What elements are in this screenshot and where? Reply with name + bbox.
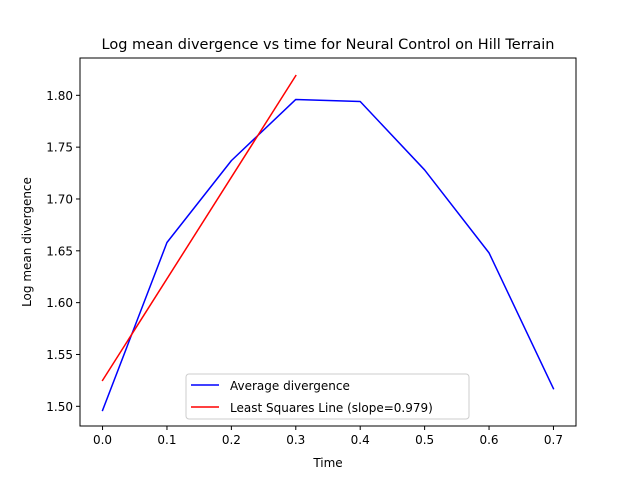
legend-label-least-squares-line: Least Squares Line (slope=0.979) [230,401,433,415]
y-tick-label: 1.60 [46,296,73,310]
legend: Average divergence Least Squares Line (s… [185,373,470,420]
series-line-least-squares [101,74,297,382]
y-tick-label: 1.80 [46,89,73,103]
x-tick-label: 0.7 [544,433,563,447]
chart-title: Log mean divergence vs time for Neural C… [102,37,555,53]
series-layer [101,74,555,412]
x-axis-label: Time [312,456,342,470]
series-line-average-divergence [101,98,555,412]
x-tick-label: 0.5 [415,433,434,447]
x-axis-ticks: 0.0 0.1 0.2 0.3 0.4 0.5 0.6 0.7 [93,426,563,447]
x-tick-label: 0.3 [286,433,305,447]
x-tick-label: 0.6 [479,433,498,447]
y-tick-label: 1.70 [46,192,73,206]
axes-frame [79,57,577,427]
y-axis-ticks: 1.50 1.55 1.60 1.65 1.70 1.75 1.80 [46,89,80,414]
y-tick-label: 1.55 [46,348,73,362]
legend-label-average-divergence: Average divergence [230,379,350,393]
y-axis-label: Log mean divergence [20,177,34,307]
x-tick-label: 0.0 [93,433,112,447]
x-tick-label: 0.1 [157,433,176,447]
x-tick-label: 0.4 [351,433,370,447]
y-tick-label: 1.50 [46,400,73,414]
y-tick-label: 1.75 [46,141,73,155]
legend-box [185,373,470,420]
y-tick-label: 1.65 [46,244,73,258]
x-tick-label: 0.2 [222,433,241,447]
